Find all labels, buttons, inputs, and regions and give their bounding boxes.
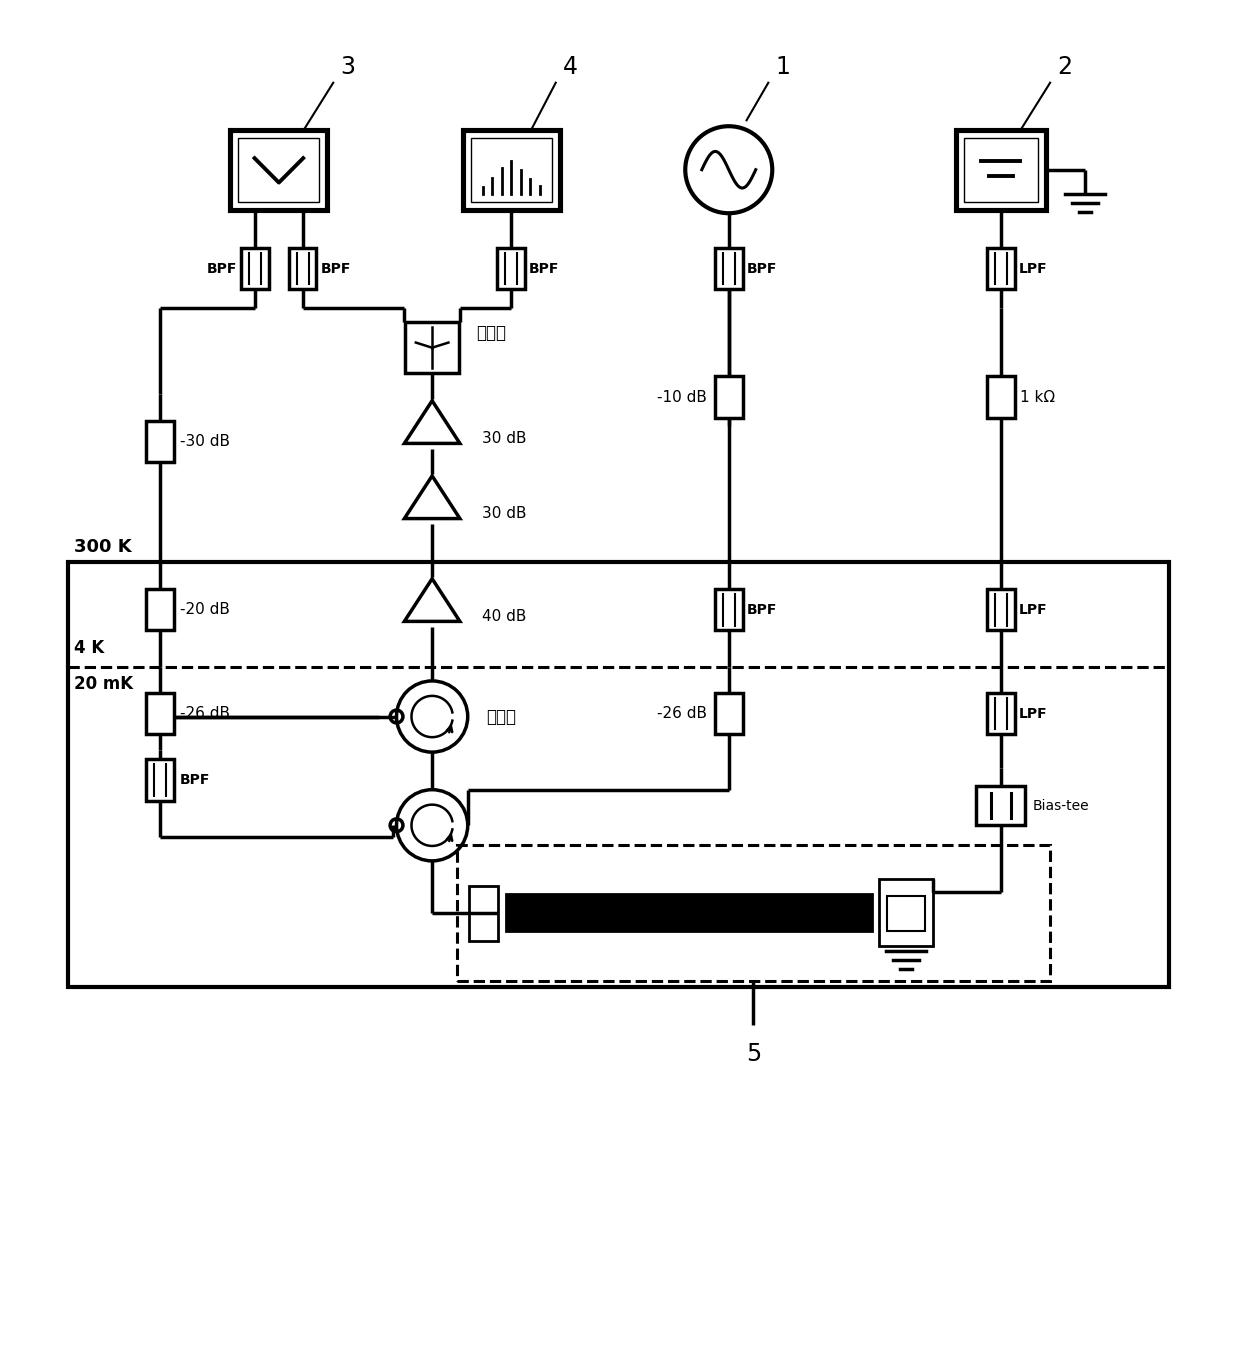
Bar — [242, 248, 269, 290]
Text: 环形器: 环形器 — [486, 707, 517, 726]
Bar — [405, 322, 459, 374]
Text: BPF: BPF — [207, 262, 237, 275]
Text: 300 K: 300 K — [74, 538, 131, 556]
Text: 30 dB: 30 dB — [481, 506, 526, 521]
Text: LPF: LPF — [1018, 603, 1047, 616]
Text: 1 kΩ: 1 kΩ — [1021, 390, 1055, 405]
Bar — [146, 693, 174, 734]
Bar — [231, 130, 327, 209]
Bar — [289, 248, 316, 290]
Text: 1: 1 — [775, 55, 790, 78]
Bar — [463, 130, 559, 209]
Bar — [715, 248, 743, 290]
Bar — [146, 759, 174, 800]
Text: 30 dB: 30 dB — [481, 432, 526, 447]
Text: BPF: BPF — [746, 262, 777, 275]
Bar — [987, 590, 1014, 630]
Text: -20 dB: -20 dB — [180, 602, 229, 618]
Bar — [715, 693, 743, 734]
Text: BPF: BPF — [529, 262, 559, 275]
Text: -26 dB: -26 dB — [180, 706, 229, 722]
Bar — [987, 248, 1014, 290]
Bar — [497, 248, 525, 290]
Bar — [715, 590, 743, 630]
Bar — [469, 885, 498, 942]
Text: 4 K: 4 K — [74, 639, 104, 657]
Text: 20 mK: 20 mK — [74, 674, 134, 693]
Bar — [456, 844, 1050, 981]
Bar — [238, 138, 320, 202]
Text: LPF: LPF — [1018, 262, 1047, 275]
Text: 3: 3 — [340, 55, 355, 78]
Bar — [471, 138, 552, 202]
Text: 5: 5 — [746, 1041, 761, 1066]
Bar — [987, 693, 1014, 734]
Bar — [506, 893, 872, 931]
Text: -26 dB: -26 dB — [657, 706, 707, 722]
Text: 2: 2 — [1056, 55, 1073, 78]
Text: BPF: BPF — [320, 262, 351, 275]
Text: 4: 4 — [563, 55, 578, 78]
Bar — [887, 897, 925, 931]
Bar — [68, 563, 1169, 987]
Text: Bias-tee: Bias-tee — [1033, 799, 1089, 812]
Bar — [879, 878, 934, 946]
Bar — [976, 785, 1025, 826]
Bar — [715, 376, 743, 418]
Text: -10 dB: -10 dB — [657, 390, 707, 405]
Bar — [146, 590, 174, 630]
Text: 40 dB: 40 dB — [481, 610, 526, 625]
Bar — [956, 130, 1045, 209]
Text: BPF: BPF — [746, 603, 777, 616]
Bar — [987, 376, 1014, 418]
Text: -30 dB: -30 dB — [180, 434, 229, 449]
Text: 加法器: 加法器 — [476, 324, 507, 341]
Text: BPF: BPF — [180, 773, 211, 786]
Text: LPF: LPF — [1018, 707, 1047, 720]
Bar — [146, 421, 174, 463]
Bar — [963, 138, 1038, 202]
